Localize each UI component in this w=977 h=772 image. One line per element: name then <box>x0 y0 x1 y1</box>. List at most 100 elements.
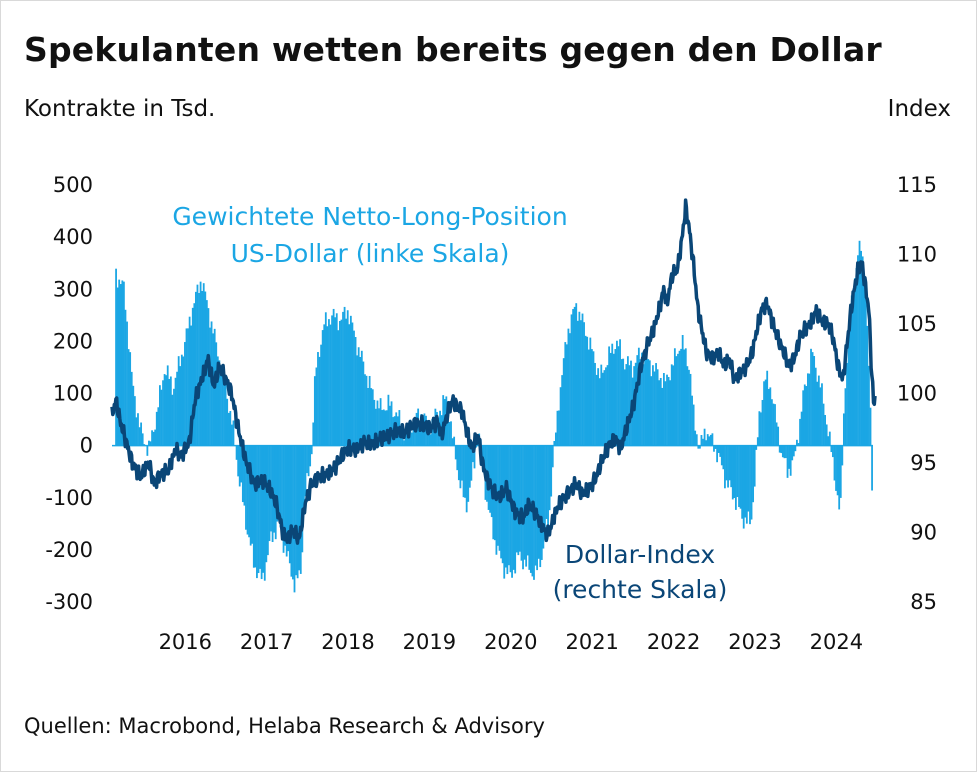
x-tick-label: 2018 <box>321 630 374 654</box>
net-long-bar <box>614 349 617 446</box>
net-long-bar <box>853 278 856 446</box>
net-long-bar <box>736 445 739 498</box>
net-long-bar <box>185 328 188 446</box>
net-long-bar <box>274 445 277 540</box>
net-long-bar <box>575 303 578 446</box>
net-long-bar <box>324 312 327 446</box>
net-long-bar <box>381 410 384 446</box>
net-long-bar <box>656 369 659 446</box>
net-long-bar <box>871 445 873 491</box>
net-long-bar <box>769 387 772 446</box>
net-long-bar <box>520 445 523 561</box>
net-long-bar <box>659 377 662 446</box>
net-long-bar <box>841 445 844 466</box>
net-long-bar <box>349 315 352 446</box>
net-long-bar <box>562 358 565 446</box>
net-long-bar <box>863 277 866 446</box>
net-long-bar <box>767 388 770 446</box>
net-long-bar <box>163 374 166 446</box>
net-long-bar <box>135 417 138 446</box>
net-long-bar <box>168 378 171 446</box>
net-long-bar <box>778 445 781 453</box>
net-long-bar <box>648 360 651 446</box>
net-long-bar <box>548 445 551 511</box>
net-long-bar <box>457 445 460 481</box>
net-long-bar <box>830 445 833 453</box>
x-tick-label: 2023 <box>728 630 781 654</box>
net-long-bar <box>819 387 822 446</box>
net-long-bar <box>810 348 812 446</box>
net-long-bar <box>243 445 246 506</box>
net-long-bar <box>196 284 199 446</box>
net-long-bar <box>586 336 589 446</box>
net-long-bar <box>209 327 211 446</box>
net-long-bar <box>678 350 681 446</box>
net-long-bar <box>152 431 155 446</box>
net-long-bar <box>121 280 124 446</box>
net-long-bar <box>838 445 841 510</box>
net-long-bar <box>556 410 559 446</box>
dollar-index-line <box>110 198 877 545</box>
net-long-bar <box>116 287 119 446</box>
net-long-bar <box>727 445 729 488</box>
net-long-bar <box>504 445 507 568</box>
net-long-bar <box>670 364 673 446</box>
net-long-bar <box>724 445 726 489</box>
net-long-bar <box>301 445 304 553</box>
bar-series-label-line1: Gewichtete Netto-Long-Position <box>172 202 567 231</box>
x-tick-label: 2020 <box>484 630 537 654</box>
net-long-bar <box>155 411 158 446</box>
net-long-bar <box>359 357 362 446</box>
net-long-bar <box>302 445 305 514</box>
net-long-bar <box>709 434 712 446</box>
net-long-bar <box>689 373 692 446</box>
net-long-bar <box>791 445 794 461</box>
net-long-bar <box>725 445 728 481</box>
left-tick-label: 500 <box>53 173 93 197</box>
net-long-bar <box>816 381 819 446</box>
net-long-bar <box>218 360 221 446</box>
left-tick-label: 100 <box>53 382 93 406</box>
net-long-bar <box>692 404 695 446</box>
net-long-bar <box>601 372 604 446</box>
net-long-bar <box>849 321 852 446</box>
net-long-bar <box>382 409 385 446</box>
net-long-bar <box>763 381 765 446</box>
net-long-bar <box>265 445 268 563</box>
net-long-bar <box>572 309 575 446</box>
net-long-bar <box>814 367 817 446</box>
net-long-bars <box>115 240 873 593</box>
net-long-bar <box>595 374 598 446</box>
net-long-bar <box>861 256 864 446</box>
net-long-bar <box>565 344 568 446</box>
net-long-bar <box>169 376 172 446</box>
net-long-bar <box>734 445 737 510</box>
net-long-bar <box>612 353 615 446</box>
net-long-bar <box>432 421 435 446</box>
x-tick-label: 2022 <box>647 630 700 654</box>
net-long-bar <box>780 445 783 454</box>
net-long-bar <box>573 306 576 446</box>
right-axis-unit: Index <box>887 96 951 122</box>
net-long-bar <box>187 328 189 446</box>
net-long-bar <box>655 363 657 446</box>
net-long-bar <box>611 343 614 446</box>
net-long-bar <box>126 321 128 446</box>
bar-series-label-line2: US-Dollar (linke Skala) <box>231 239 510 268</box>
net-long-bar <box>467 445 470 502</box>
net-long-bar <box>360 350 363 446</box>
net-long-bar <box>625 364 628 446</box>
net-long-bar <box>387 394 390 446</box>
net-long-bar <box>285 445 288 557</box>
net-long-bar <box>470 445 473 481</box>
left-tick-label: 200 <box>53 329 93 353</box>
net-long-bar <box>661 387 664 446</box>
net-long-bar <box>351 322 354 446</box>
net-long-bar <box>317 352 319 446</box>
net-long-bar <box>594 362 596 446</box>
net-long-bar <box>362 361 365 446</box>
net-long-bar <box>194 291 197 446</box>
net-long-bar <box>506 445 509 575</box>
net-long-bar <box>451 438 454 446</box>
